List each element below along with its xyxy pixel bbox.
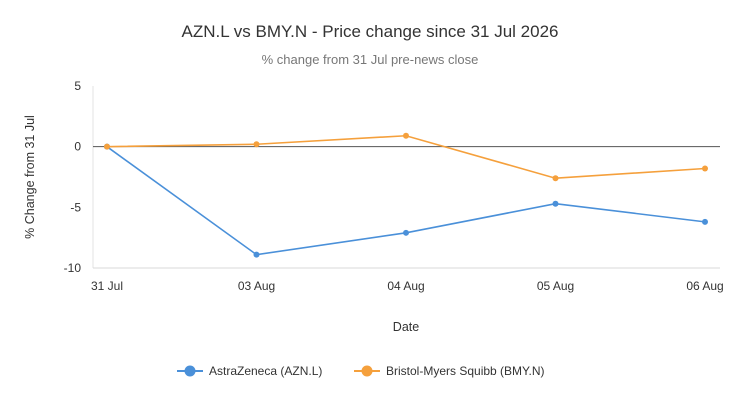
data-point[interactable]: [253, 251, 260, 258]
data-point[interactable]: [403, 132, 409, 139]
data-point[interactable]: [104, 143, 110, 150]
x-tick-label: 04 Aug: [387, 279, 424, 293]
series-layer: [104, 132, 708, 258]
y-tick-label: -5: [70, 200, 81, 214]
x-axis-ticks: 31 Jul 03 Aug 04 Aug 05 Aug 06 Aug: [91, 279, 724, 293]
data-point[interactable]: [552, 175, 559, 182]
data-point[interactable]: [253, 141, 260, 148]
series-line: [106, 134, 706, 180]
legend-item[interactable]: Bristol-Myers Squibb (BMY.N): [354, 364, 544, 378]
data-point[interactable]: [552, 200, 559, 207]
x-tick-label: 31 Jul: [91, 279, 123, 293]
y-axis-ticks: 5 0 -5 -10: [64, 79, 82, 275]
y-tick-label: -10: [64, 261, 82, 275]
y-axis-label: % Change from 31 Jul: [23, 115, 37, 239]
data-point[interactable]: [403, 229, 409, 236]
x-tick-label: 05 Aug: [537, 279, 574, 293]
data-point[interactable]: [702, 218, 708, 225]
series-2: [104, 132, 708, 182]
legend: AstraZeneca (AZN.L) Bristol-Myers Squibb …: [177, 364, 544, 378]
series-line: [106, 146, 706, 256]
x-tick-label: 03 Aug: [238, 279, 275, 293]
legend-marker: [184, 365, 196, 377]
x-axis-label: Date: [393, 320, 419, 334]
chart-subtitle: % change from 31 Jul pre-news close: [262, 52, 479, 67]
legend-item[interactable]: AstraZeneca (AZN.L): [177, 364, 322, 378]
series-1: [104, 143, 708, 258]
chart-title: AZN.L vs BMY.N - Price change since 31 J…: [181, 22, 558, 41]
legend-marker: [361, 365, 373, 377]
y-tick-label: 0: [74, 140, 81, 154]
legend-label: Bristol-Myers Squibb (BMY.N): [386, 364, 544, 378]
legend-label: AstraZeneca (AZN.L): [209, 364, 322, 378]
data-point[interactable]: [702, 165, 708, 172]
x-tick-label: 06 Aug: [686, 279, 723, 293]
y-tick-label: 5: [74, 79, 81, 93]
